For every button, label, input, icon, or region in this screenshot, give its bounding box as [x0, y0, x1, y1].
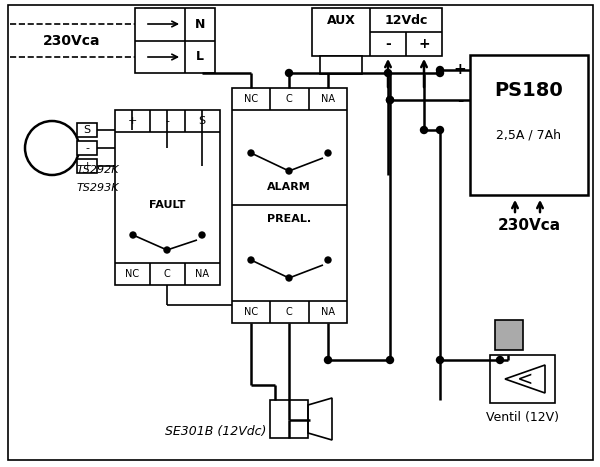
Text: Ventil (12V): Ventil (12V) [485, 410, 559, 424]
Bar [270, 400, 308, 438]
Circle shape [130, 232, 136, 238]
Bar [312, 8, 442, 56]
Bar [490, 355, 555, 403]
Text: 230Vca: 230Vca [43, 34, 101, 48]
Text: NA: NA [321, 307, 335, 317]
Text: PS180: PS180 [494, 80, 563, 99]
Text: NC: NC [244, 94, 258, 104]
Text: PREAL.: PREAL. [267, 214, 311, 224]
Circle shape [385, 70, 392, 77]
Circle shape [286, 275, 292, 281]
Text: S: S [199, 116, 206, 126]
Text: -: - [385, 37, 391, 51]
Text: NC: NC [244, 307, 258, 317]
Text: -: - [85, 143, 89, 153]
Circle shape [437, 70, 443, 77]
Circle shape [164, 247, 170, 253]
Text: C: C [286, 307, 292, 317]
Circle shape [248, 150, 254, 156]
Text: TS293K: TS293K [77, 183, 119, 193]
Text: +: + [418, 37, 430, 51]
Circle shape [497, 356, 503, 363]
Text: C: C [164, 269, 170, 279]
Text: 12Vdc: 12Vdc [385, 14, 428, 27]
Bar [77, 159, 97, 173]
Circle shape [386, 97, 394, 104]
Circle shape [286, 70, 293, 77]
Text: C: C [286, 94, 292, 104]
Text: FAULT: FAULT [149, 200, 185, 210]
Text: <: < [517, 369, 533, 389]
Circle shape [437, 66, 443, 73]
Text: S: S [83, 125, 91, 135]
Bar [495, 320, 523, 350]
Circle shape [421, 127, 427, 134]
Bar [470, 55, 588, 195]
Text: +: + [127, 116, 137, 126]
Text: NA: NA [321, 94, 335, 104]
Text: +: + [82, 161, 92, 171]
Text: 2,5A / 7Ah: 2,5A / 7Ah [497, 128, 562, 142]
Circle shape [286, 168, 292, 174]
Text: TS292K: TS292K [77, 165, 119, 175]
Circle shape [386, 356, 394, 363]
Circle shape [325, 356, 331, 363]
Circle shape [437, 127, 443, 134]
Text: SE301B (12Vdc): SE301B (12Vdc) [165, 425, 266, 439]
Bar [77, 123, 97, 137]
Text: N: N [195, 17, 205, 30]
Text: +: + [454, 63, 466, 78]
Circle shape [437, 356, 443, 363]
Text: NC: NC [125, 269, 139, 279]
Bar [77, 141, 97, 155]
Circle shape [325, 257, 331, 263]
Text: 230Vca: 230Vca [497, 218, 560, 233]
Text: L: L [196, 50, 204, 64]
Bar [232, 88, 347, 323]
Bar [115, 110, 220, 285]
Circle shape [325, 150, 331, 156]
Text: -: - [457, 92, 463, 107]
Text: -: - [165, 116, 169, 126]
Circle shape [386, 97, 394, 104]
Circle shape [199, 232, 205, 238]
Bar [320, 56, 362, 74]
Text: AUX: AUX [326, 14, 355, 27]
Circle shape [248, 257, 254, 263]
Bar [135, 8, 215, 73]
Text: ALARM: ALARM [267, 182, 311, 192]
Text: NA: NA [195, 269, 209, 279]
